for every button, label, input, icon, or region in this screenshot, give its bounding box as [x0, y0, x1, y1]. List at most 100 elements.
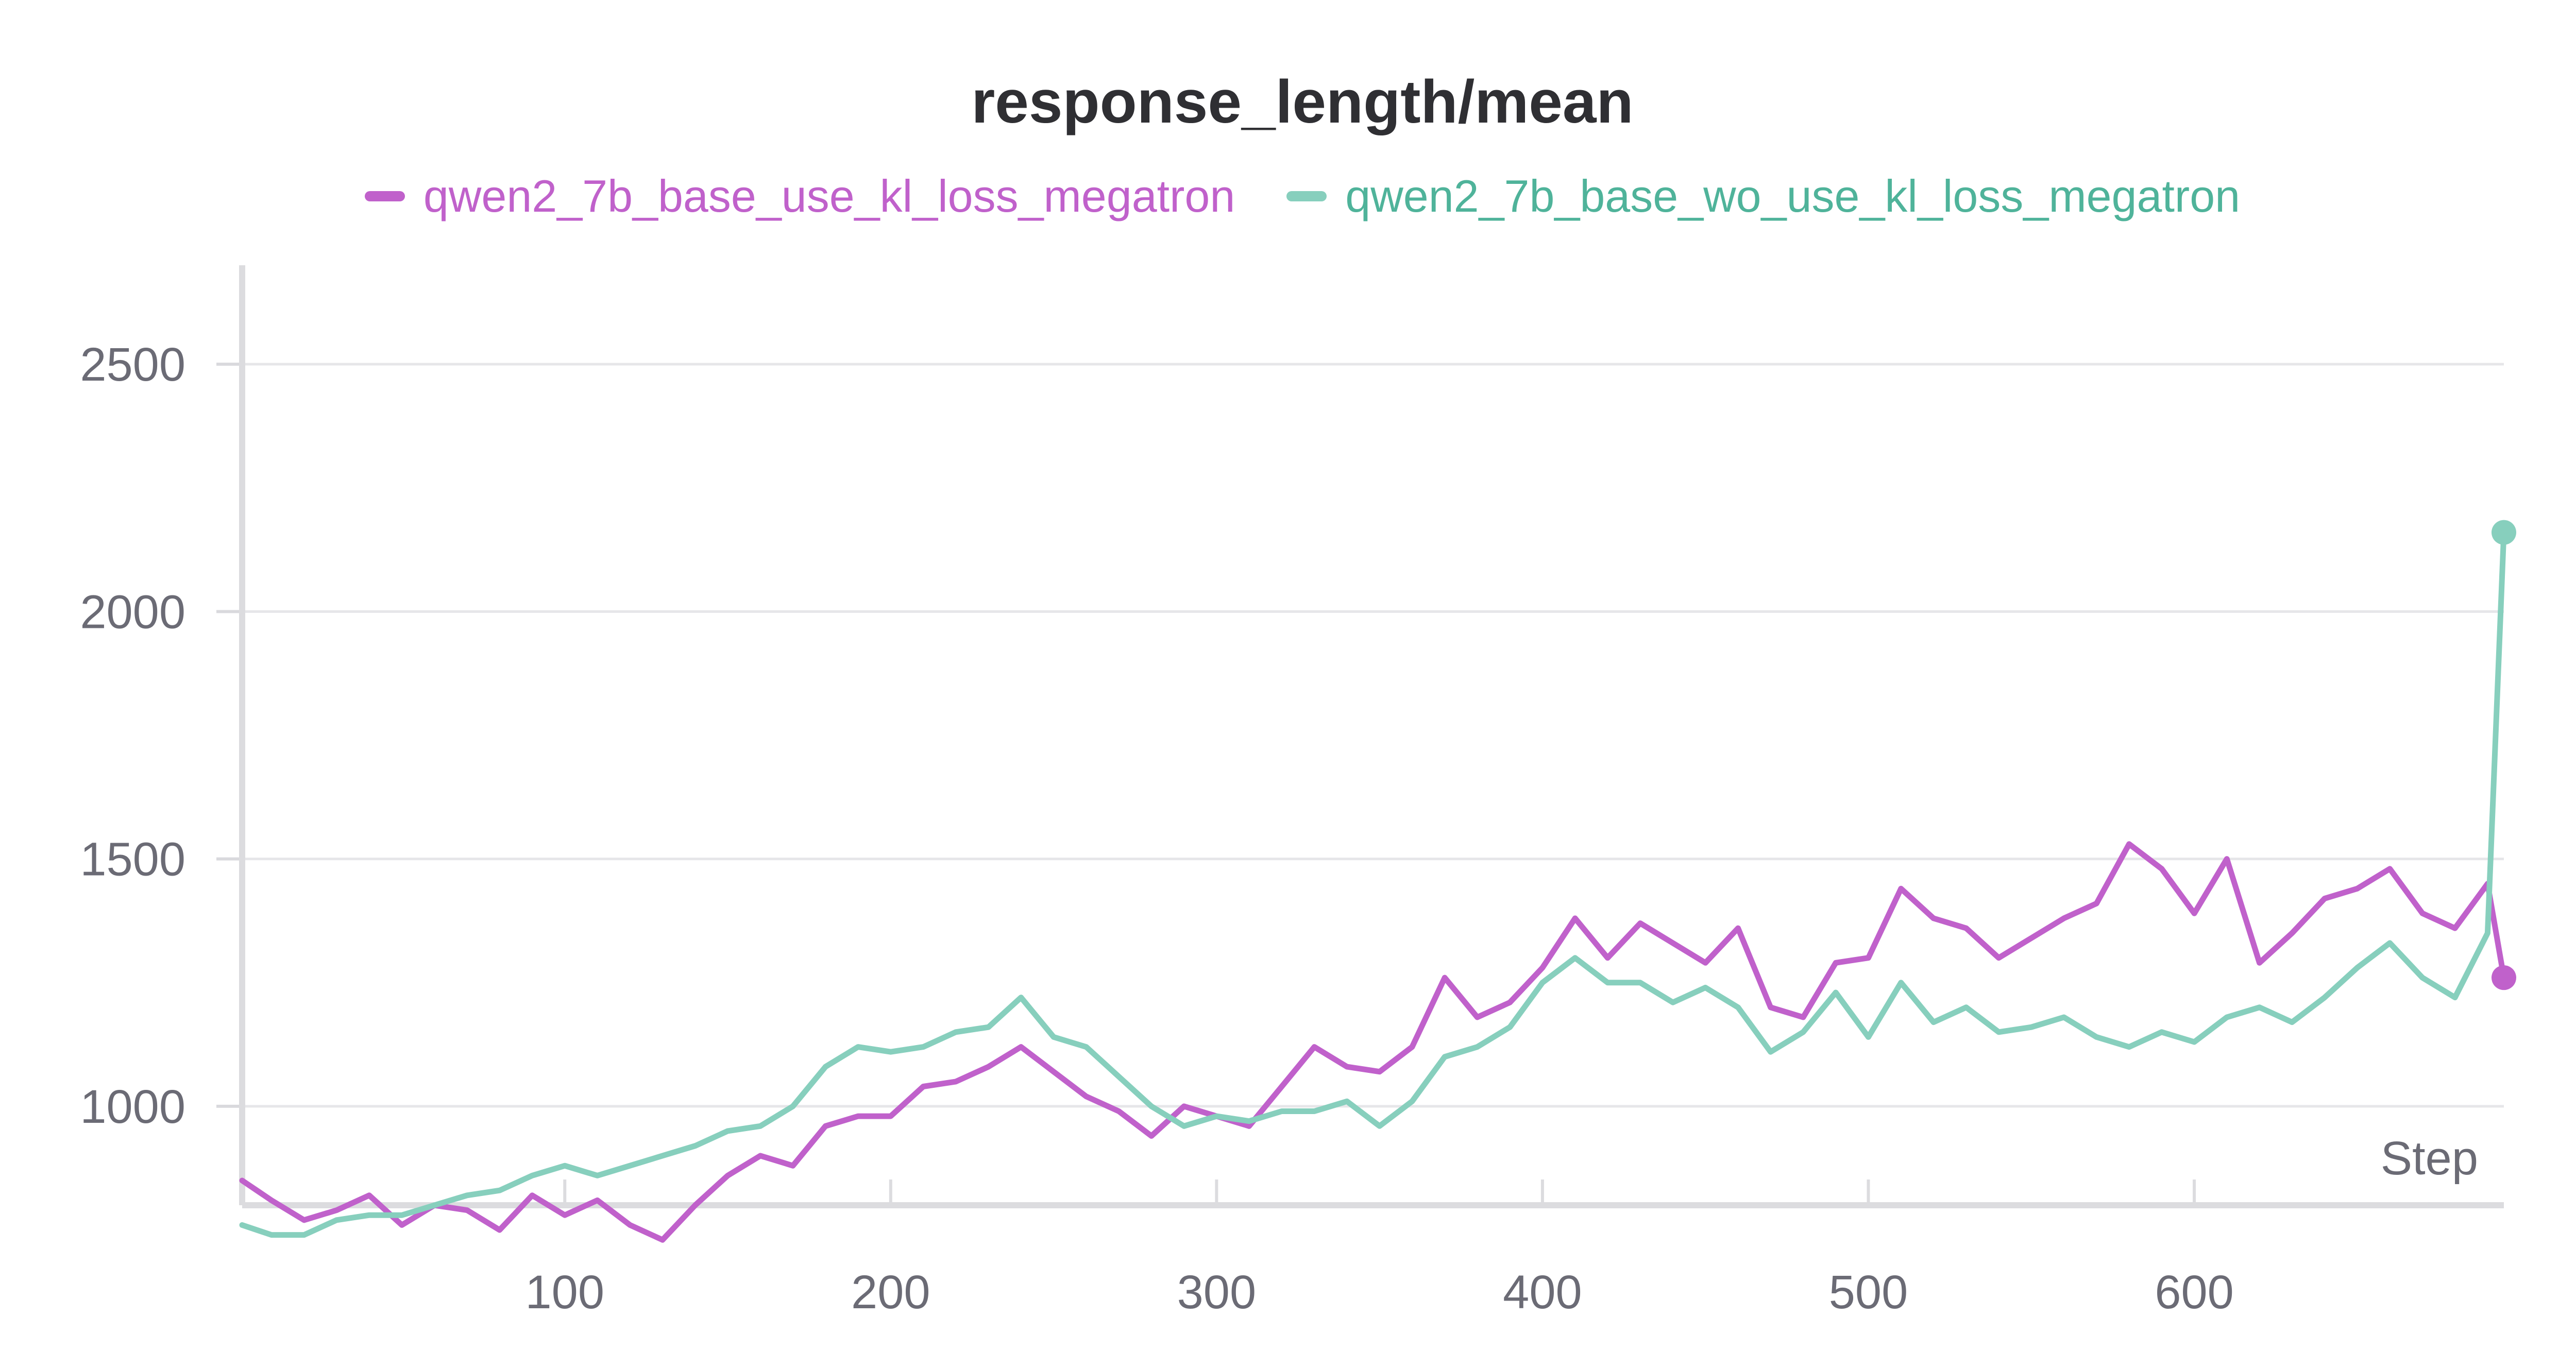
- data-point-series-1: [2127, 842, 2131, 846]
- chart-title: response_length/mean: [971, 68, 1634, 136]
- y-tick-label: 1000: [80, 1081, 185, 1133]
- x-tick-label: 500: [1829, 1266, 1908, 1319]
- data-point-series-2: [1507, 1025, 1512, 1030]
- data-point-series-2: [693, 1143, 698, 1148]
- data-point-series-2: [2323, 995, 2327, 1000]
- data-point-series-2: [1052, 1035, 1056, 1039]
- legend-swatch-series-2: [1286, 191, 1327, 201]
- data-point-series-1: [399, 1223, 404, 1227]
- data-point-series-1: [628, 1223, 632, 1227]
- data-point-series-2: [334, 1218, 339, 1222]
- data-point-series-1: [986, 1065, 991, 1069]
- data-point-series-1: [367, 1193, 371, 1198]
- x-tick-label: 600: [2155, 1266, 2234, 1319]
- data-point-series-2: [563, 1164, 567, 1168]
- data-point-series-2: [2290, 1020, 2294, 1024]
- legend: qwen2_7b_base_use_kl_loss_megatron qwen2…: [0, 170, 2576, 223]
- data-point-series-1: [2453, 926, 2458, 931]
- data-point-series-2: [2257, 1005, 2262, 1010]
- data-point-series-1: [921, 1084, 926, 1089]
- data-point-series-1: [2094, 901, 2099, 906]
- data-point-series-1: [595, 1198, 600, 1203]
- data-point-series-2: [2029, 1025, 2033, 1030]
- data-point-series-2: [269, 1233, 274, 1237]
- data-point-series-2: [628, 1164, 632, 1168]
- x-tick-label: 200: [851, 1266, 930, 1319]
- data-point-series-2: [1247, 1119, 1251, 1123]
- x-axis-label: Step: [2381, 1132, 2478, 1185]
- data-point-series-2: [1312, 1109, 1317, 1114]
- data-point-series-1: [1736, 926, 1740, 931]
- data-point-series-2: [1964, 1005, 1969, 1010]
- data-point-series-1: [660, 1238, 665, 1242]
- data-point-series-2: [432, 1203, 437, 1207]
- data-point-series-1: [2420, 911, 2425, 916]
- data-point-series-2: [1345, 1099, 1349, 1104]
- data-point-series-2: [921, 1045, 926, 1049]
- data-point-series-2: [725, 1128, 730, 1133]
- data-point-series-2: [1736, 1005, 1740, 1010]
- data-point-series-1: [725, 1173, 730, 1178]
- data-point-series-2: [1475, 1045, 1480, 1049]
- data-point-series-1: [1638, 921, 1642, 926]
- data-point-series-1: [2062, 916, 2066, 920]
- data-point-series-1: [2257, 961, 2262, 965]
- data-point-series-1: [2323, 896, 2327, 901]
- end-marker-series-2: [2492, 520, 2516, 545]
- data-point-series-2: [1149, 1104, 1154, 1108]
- data-point-series-2: [367, 1213, 371, 1218]
- data-point-series-2: [954, 1030, 958, 1034]
- data-point-series-1: [791, 1164, 795, 1168]
- data-point-series-2: [1540, 980, 1545, 985]
- data-point-series-1: [563, 1213, 567, 1218]
- data-point-series-1: [1899, 886, 1903, 891]
- data-point-series-1: [693, 1203, 698, 1207]
- legend-item-series-1[interactable]: qwen2_7b_base_use_kl_loss_megatron: [364, 170, 1235, 223]
- data-point-series-2: [1931, 1020, 1936, 1024]
- data-point-series-1: [1540, 965, 1545, 970]
- data-point-series-2: [1866, 1035, 1871, 1039]
- data-point-series-1: [497, 1228, 502, 1233]
- data-point-series-1: [530, 1193, 534, 1198]
- data-point-series-1: [1573, 916, 1578, 920]
- data-point-series-1: [823, 1124, 828, 1128]
- data-point-series-1: [1768, 1005, 1773, 1010]
- data-point-series-2: [1019, 995, 1023, 1000]
- legend-item-series-2[interactable]: qwen2_7b_base_wo_use_kl_loss_megatron: [1286, 170, 2240, 223]
- data-point-series-2: [1670, 1000, 1675, 1005]
- data-point-series-2: [1638, 980, 1642, 985]
- data-point-series-1: [1312, 1045, 1317, 1049]
- data-point-series-2: [530, 1173, 534, 1178]
- data-point-series-1: [1475, 1015, 1480, 1019]
- legend-label-series-2: qwen2_7b_base_wo_use_kl_loss_megatron: [1345, 170, 2241, 221]
- data-point-series-1: [1182, 1104, 1187, 1108]
- data-point-series-1: [1345, 1065, 1349, 1069]
- data-point-series-1: [302, 1218, 307, 1222]
- data-point-series-2: [1182, 1124, 1187, 1128]
- data-point-series-2: [791, 1104, 795, 1108]
- data-point-series-2: [2453, 995, 2458, 1000]
- data-point-series-2: [1899, 980, 1903, 985]
- data-point-series-2: [986, 1025, 991, 1030]
- data-point-series-2: [302, 1233, 307, 1237]
- data-point-series-1: [1019, 1045, 1023, 1049]
- data-point-series-1: [1866, 955, 1871, 960]
- data-point-series-2: [1279, 1109, 1284, 1114]
- data-point-series-2: [465, 1193, 469, 1198]
- data-point-series-1: [1703, 961, 1708, 965]
- data-point-series-1: [2290, 931, 2294, 935]
- data-point-series-2: [2094, 1035, 2099, 1039]
- data-point-series-1: [240, 1178, 244, 1183]
- data-point-series-2: [823, 1065, 828, 1069]
- data-point-series-1: [1279, 1084, 1284, 1089]
- data-point-series-1: [1834, 961, 1838, 965]
- data-point-series-2: [1801, 1030, 1805, 1034]
- data-point-series-2: [888, 1050, 893, 1054]
- data-point-series-1: [334, 1208, 339, 1212]
- data-point-series-1: [1507, 1000, 1512, 1005]
- data-point-series-2: [1410, 1099, 1414, 1104]
- data-point-series-1: [1149, 1134, 1154, 1138]
- data-point-series-1: [1052, 1069, 1056, 1074]
